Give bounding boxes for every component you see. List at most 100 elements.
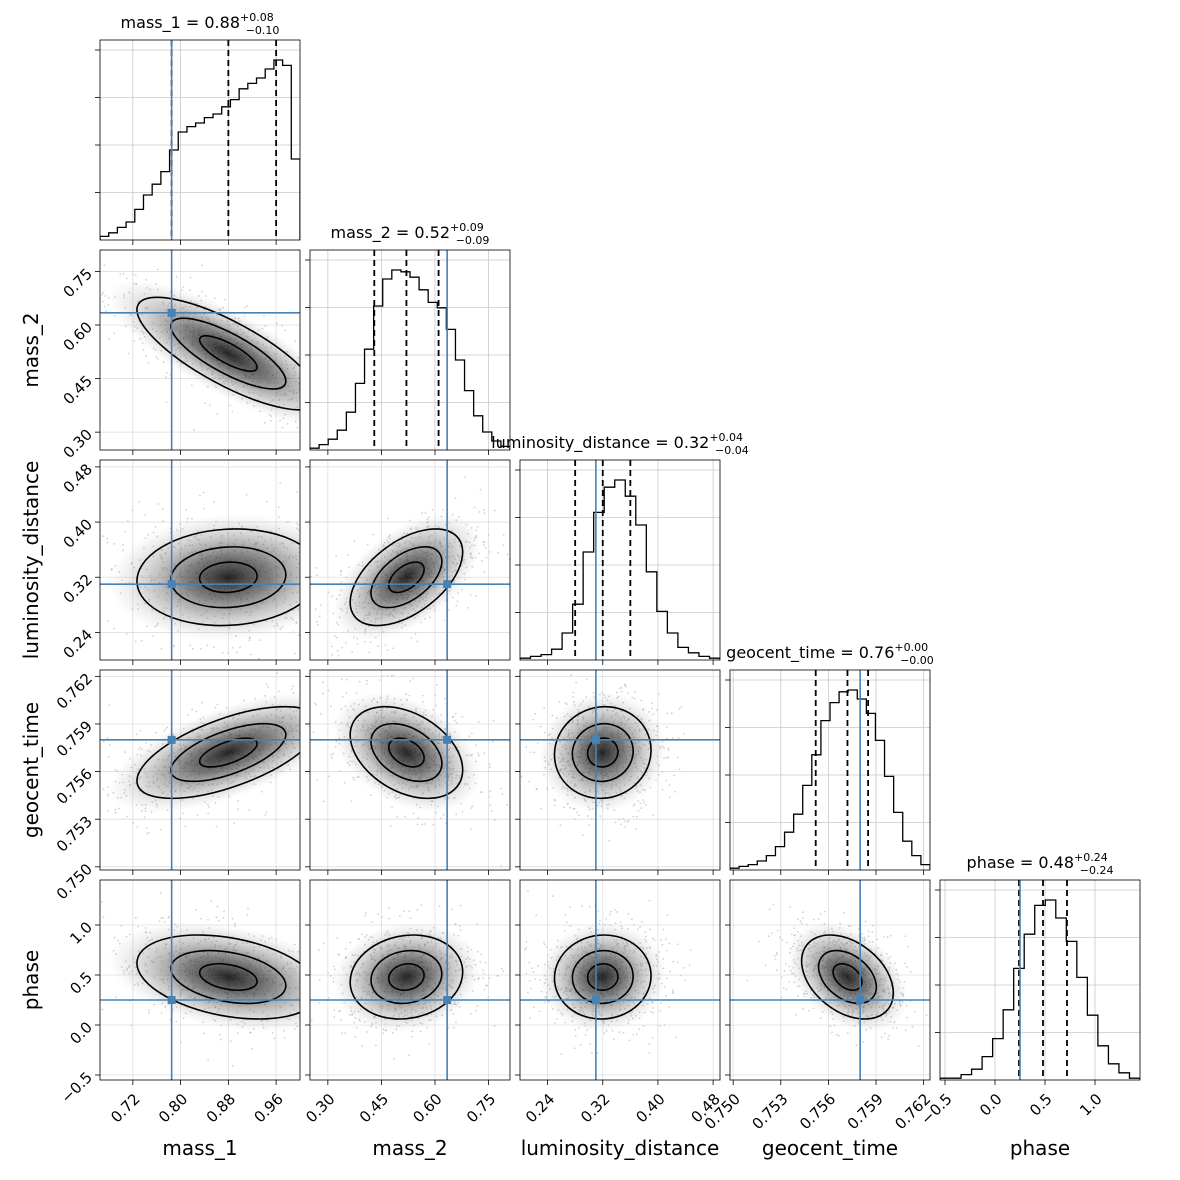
scatter-point: [483, 752, 486, 755]
scatter-point: [318, 538, 320, 540]
scatter-point: [122, 544, 124, 546]
scatter-point: [333, 692, 335, 694]
scatter-point: [322, 993, 324, 995]
scatter-point: [467, 606, 470, 609]
scatter-point: [493, 1025, 496, 1027]
scatter-point: [322, 718, 324, 720]
scatter-point: [404, 815, 406, 818]
scatter-point: [330, 403, 332, 405]
scatter-point: [528, 780, 530, 783]
scatter-point: [175, 1020, 178, 1023]
scatter-point: [278, 690, 280, 693]
scatter-point: [51, 786, 53, 788]
scatter-point: [208, 806, 210, 808]
scatter-point: [231, 646, 234, 649]
scatter-point: [347, 566, 350, 569]
scatter-point: [303, 717, 305, 719]
scatter-point: [246, 305, 249, 307]
scatter-point: [315, 389, 317, 391]
scatter-point: [353, 778, 356, 781]
scatter-point: [416, 909, 419, 912]
scatter-point: [377, 645, 379, 648]
scatter-point: [304, 752, 306, 754]
scatter-point: [409, 680, 412, 682]
scatter-point: [619, 687, 621, 690]
scatter-point: [101, 300, 104, 303]
scatter-point: [447, 608, 450, 611]
scatter-point: [368, 651, 371, 654]
scatter-point: [571, 696, 574, 698]
scatter-point: [500, 787, 502, 790]
scatter-point: [461, 810, 464, 813]
scatter-point: [330, 597, 332, 599]
scatter-point: [147, 361, 150, 364]
scatter-point: [205, 295, 208, 297]
scatter-point: [305, 702, 307, 704]
scatter-point: [93, 578, 95, 580]
scatter-point: [248, 809, 251, 812]
scatter-point: [532, 718, 535, 721]
scatter-point: [307, 547, 309, 549]
scatter-point: [316, 719, 318, 721]
scatter-point: [674, 790, 677, 793]
scatter-point: [79, 620, 81, 622]
scatter-point: [312, 509, 314, 511]
scatter-point: [219, 1033, 221, 1036]
scatter-point: [214, 706, 217, 709]
scatter-point: [319, 976, 321, 978]
scatter-point: [306, 751, 308, 753]
scatter-point: [125, 632, 128, 635]
scatter-point: [417, 425, 419, 427]
scatter-point: [298, 634, 300, 636]
scatter-point: [331, 759, 333, 761]
scatter-point: [159, 828, 162, 831]
scatter-point: [510, 588, 512, 590]
scatter-point: [317, 694, 319, 696]
scatter-point: [301, 981, 303, 983]
scatter-point: [213, 500, 216, 503]
scatter-point: [329, 734, 331, 736]
scatter-point: [497, 551, 500, 554]
scatter-point: [320, 960, 322, 962]
scatter-point: [390, 655, 392, 657]
scatter-point: [341, 553, 343, 555]
scatter-point: [307, 383, 309, 385]
scatter-point: [668, 796, 671, 799]
scatter-point: [665, 756, 668, 759]
scatter-point: [408, 910, 411, 913]
scatter-point: [324, 363, 326, 365]
scatter-point: [202, 1032, 205, 1035]
scatter-point: [113, 332, 116, 335]
scatter-point: [231, 917, 234, 920]
scatter-point: [481, 791, 484, 794]
scatter-point: [379, 679, 382, 681]
scatter-point: [264, 813, 267, 816]
scatter-point: [454, 719, 456, 722]
scatter-point: [292, 685, 294, 688]
scatter-point: [223, 910, 225, 913]
scatter-point: [191, 708, 194, 711]
scatter-point: [124, 530, 127, 533]
scatter-point: [570, 674, 573, 677]
scatter-point: [315, 396, 317, 398]
scatter-point: [319, 604, 322, 606]
scatter-point: [217, 919, 220, 922]
scatter-point: [321, 986, 323, 988]
scatter-point: [478, 754, 480, 757]
scatter-point: [201, 264, 204, 267]
scatter-point: [493, 819, 496, 821]
scatter-point: [671, 736, 674, 739]
scatter-point: [470, 732, 473, 735]
scatter-point: [572, 807, 575, 810]
scatter-point: [384, 644, 387, 647]
scatter-point: [65, 950, 67, 952]
scatter-point: [117, 807, 120, 810]
scatter-point: [588, 824, 591, 826]
scatter-point: [441, 509, 444, 511]
scatter-point: [405, 693, 408, 696]
scatter-point: [632, 804, 635, 807]
scatter-point: [306, 1009, 308, 1011]
scatter-point: [324, 563, 326, 565]
scatter-point: [320, 1006, 322, 1008]
scatter-point: [345, 1041, 347, 1043]
